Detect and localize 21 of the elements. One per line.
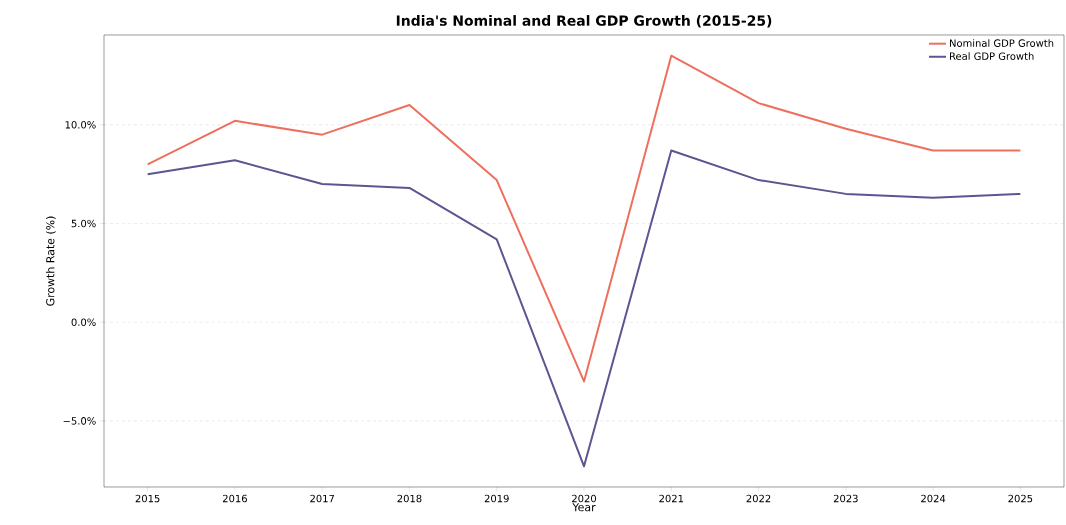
x-tick-label: 2017 (310, 494, 334, 503)
line-series (146, 149, 1022, 468)
x-tick-label: 2023 (833, 494, 858, 503)
x-axis-title: Year (572, 503, 596, 512)
y-tick-label: −5.0% (63, 417, 96, 425)
y-tick-label: 5.0% (71, 219, 96, 228)
x-tick-label: 2018 (397, 494, 422, 503)
y-tick-label: 10.0% (65, 121, 96, 129)
x-tick-label: 2019 (484, 494, 509, 503)
x-tick-label: 2025 (1008, 494, 1033, 503)
chart-title: India's Nominal and Real GDP Growth (2015-25) (396, 15, 772, 28)
legend-label: Nominal GDP Growth (950, 39, 1054, 47)
x-tick-label: 2020 (572, 494, 597, 503)
y-tick-label: 0.0% (71, 318, 96, 326)
x-tick-label: 2024 (921, 494, 946, 503)
legend-label: Real GDP Growth (950, 52, 1034, 60)
x-tick-label: 2022 (746, 494, 771, 503)
y-axis-title: Growth Rate (%) (45, 216, 56, 306)
x-tick-label: 2015 (135, 494, 160, 503)
x-tick-label: 2016 (222, 494, 247, 503)
x-tick-label: 2021 (659, 494, 684, 503)
